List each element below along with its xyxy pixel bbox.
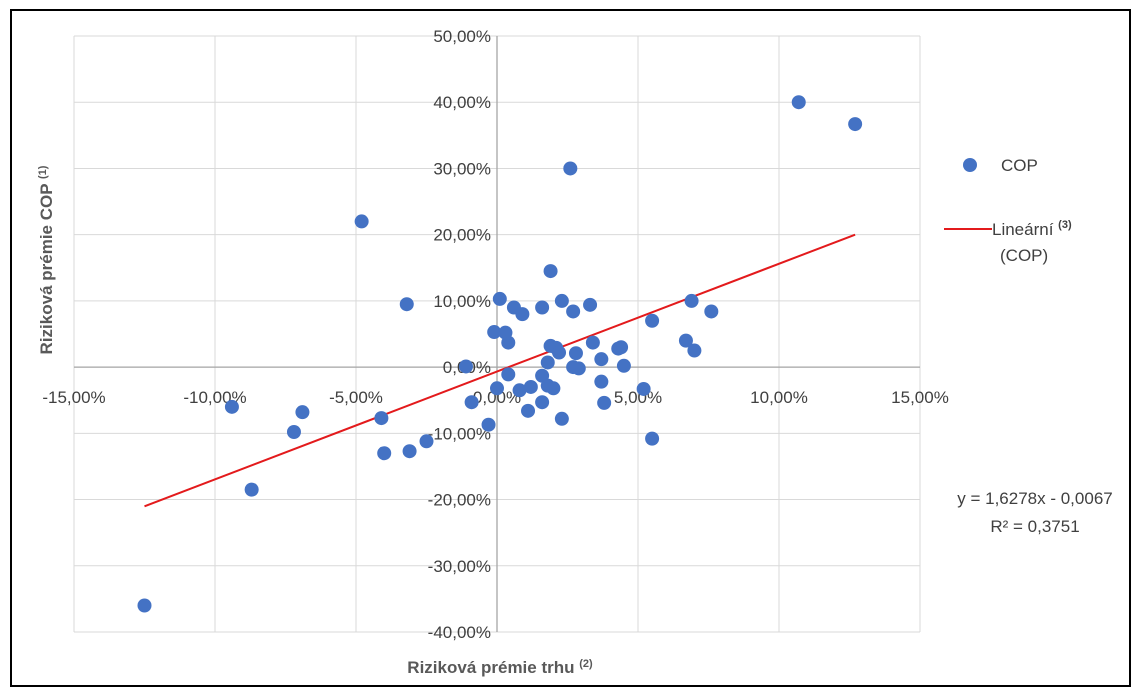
x-tick-label: 10,00% <box>750 388 808 407</box>
data-point <box>535 395 550 410</box>
data-point <box>295 405 310 420</box>
data-point <box>535 300 550 315</box>
x-tick-label: -15,00% <box>42 388 105 407</box>
legend-label-trendline-sup: (3) <box>1058 219 1072 231</box>
trendline-layer <box>144 233 856 508</box>
data-point <box>543 264 558 279</box>
data-point <box>512 383 527 398</box>
data-point <box>566 304 581 319</box>
x-axis-title: Riziková prémie trhu (2) <box>407 658 593 677</box>
data-point <box>704 304 719 319</box>
data-point <box>554 293 569 308</box>
data-point <box>552 345 567 360</box>
data-point <box>636 381 651 396</box>
data-point <box>354 214 369 229</box>
data-point <box>481 417 496 432</box>
data-point <box>501 335 516 350</box>
y-tick-label: 10,00% <box>433 292 491 311</box>
data-point <box>487 325 502 340</box>
data-point <box>687 343 702 358</box>
data-point <box>244 482 259 497</box>
y-tick-label: 20,00% <box>433 226 491 245</box>
data-point <box>594 374 609 389</box>
data-point <box>554 411 569 426</box>
data-point <box>563 161 578 176</box>
x-axis-title-text: Riziková prémie trhu <box>407 658 574 677</box>
x-tick-label: -5,00% <box>329 388 383 407</box>
data-point <box>377 446 392 461</box>
trendline-equation: y = 1,6278x - 0,0067 <box>957 489 1112 508</box>
data-point <box>540 355 555 370</box>
data-point <box>791 95 806 110</box>
legend-label-trendline: Lineární (3) <box>992 219 1072 239</box>
data-point <box>597 395 612 410</box>
legend-label-trendline-line2: (COP) <box>1000 246 1048 265</box>
tick-labels: -15,00% -10,00% -5,00% 0,00% 5,00% 10,00% 15,0… <box>42 27 949 642</box>
data-point <box>286 425 301 440</box>
data-point <box>515 307 530 322</box>
x-tick-label: 5,00% <box>614 388 662 407</box>
y-tick-label: 30,00% <box>433 159 491 178</box>
chart-border <box>10 9 1131 687</box>
data-point <box>490 381 504 396</box>
data-point <box>546 381 561 396</box>
data-point <box>402 444 417 459</box>
data-point <box>678 333 693 348</box>
data-point <box>521 403 536 418</box>
data-point <box>645 313 660 328</box>
data-point <box>571 361 586 376</box>
y-axis-title: Riziková prémie COP (1) <box>37 165 56 354</box>
data-point <box>492 291 507 306</box>
data-point <box>645 431 660 446</box>
x-axis-title-sup: (2) <box>579 658 593 670</box>
data-point <box>583 297 598 312</box>
data-point <box>399 297 414 312</box>
data-point <box>684 293 699 308</box>
y-tick-label: -40,00% <box>428 623 491 642</box>
y-axis-title-text: Riziková prémie COP <box>37 184 56 355</box>
data-point <box>614 340 629 355</box>
data-point <box>224 399 239 414</box>
legend: COP Lineární (3) (COP) <box>944 156 1072 265</box>
data-points <box>137 95 863 613</box>
data-point <box>568 346 583 361</box>
y-tick-label: -10,00% <box>428 424 491 443</box>
data-point <box>523 379 538 394</box>
x-tick-label: 0,00% <box>473 388 521 407</box>
data-point <box>594 352 609 367</box>
data-point <box>616 358 631 373</box>
x-tick-label: 15,00% <box>891 388 949 407</box>
y-tick-label: -30,00% <box>428 557 491 576</box>
data-point <box>137 598 152 613</box>
y-tick-label: 40,00% <box>433 93 491 112</box>
data-point <box>458 359 473 374</box>
y-axis-title-sup: (1) <box>37 165 49 179</box>
legend-label-cop: COP <box>1001 156 1038 175</box>
data-point <box>419 434 434 449</box>
legend-marker-cop <box>963 158 977 172</box>
data-point <box>464 395 479 410</box>
data-point <box>374 411 389 426</box>
legend-label-trendline-text: Lineární <box>992 220 1054 239</box>
trendline-r-squared: R² = 0,3751 <box>990 517 1079 536</box>
data-point <box>585 335 600 350</box>
data-point <box>501 367 516 382</box>
trendline <box>144 233 856 508</box>
y-tick-label: 50,00% <box>433 27 491 46</box>
y-tick-label: -20,00% <box>428 491 491 510</box>
data-point <box>848 117 863 132</box>
